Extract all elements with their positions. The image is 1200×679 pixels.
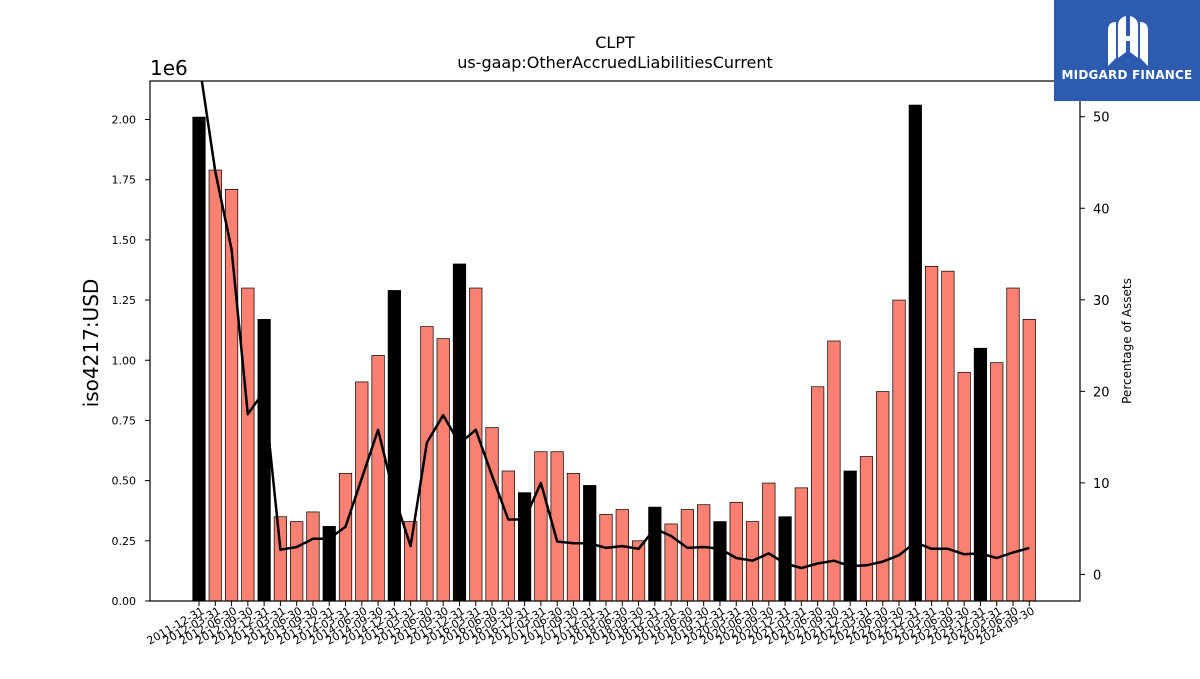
bar-quarter xyxy=(892,299,906,601)
axes-group: 0.00 0.25 0.50 0.75 1.00 1.25 1.50 1.75 2.00 0 10 2… xyxy=(112,80,1110,648)
bar-annual xyxy=(192,116,206,601)
y2-axis-label: Percentage of Assets xyxy=(1120,278,1134,404)
y-tick-label: 0.00 xyxy=(112,595,137,608)
bar-annual xyxy=(713,521,727,601)
bar-quarter xyxy=(290,521,304,601)
bar-quarter xyxy=(241,287,255,601)
bar-annual xyxy=(257,318,271,601)
y2-tick-label: 30 xyxy=(1093,294,1110,309)
bar-quarter xyxy=(941,270,955,601)
y2-tick-label: 20 xyxy=(1093,385,1110,400)
bar-quarter xyxy=(924,266,939,601)
y-axis-label: iso4217:USD xyxy=(79,279,103,408)
bar-quarter xyxy=(273,516,287,601)
y2-tick-label: 40 xyxy=(1093,202,1110,217)
brand-name: MIDGARD FINANCE xyxy=(1061,68,1193,82)
y-tick-label: 0.75 xyxy=(112,414,137,427)
bar-quarter xyxy=(371,355,385,601)
bar-quarter xyxy=(306,511,320,601)
brand-logo: MIDGARD FINANCE xyxy=(1054,0,1200,101)
percentage-line xyxy=(200,81,1030,570)
bar-quarter xyxy=(550,451,564,601)
bar-quarter xyxy=(631,540,646,601)
y2-tick-label: 0 xyxy=(1093,568,1101,583)
bar-quarter xyxy=(827,340,841,601)
bar-quarter xyxy=(794,487,808,601)
y-tick-label: 1.50 xyxy=(112,234,137,247)
bar-quarter xyxy=(990,362,1004,601)
y2-tick-label: 50 xyxy=(1093,111,1110,126)
bar-quarter xyxy=(534,451,548,601)
bar-quarter xyxy=(859,456,874,601)
bar-quarter xyxy=(729,501,743,601)
bar-quarter xyxy=(957,371,971,601)
bar-quarter xyxy=(762,482,776,601)
plot-frame xyxy=(149,80,1081,602)
bar-quarter xyxy=(355,381,369,601)
bar-quarter xyxy=(697,504,711,601)
bar-quarter xyxy=(615,509,629,601)
bar-annual xyxy=(452,263,467,601)
bar-quarter xyxy=(1022,318,1036,601)
bar-quarter xyxy=(599,513,613,601)
bar-quarter xyxy=(338,473,353,601)
bar-annual xyxy=(908,104,922,601)
bar-annual xyxy=(843,470,857,601)
bar-quarter xyxy=(420,326,434,601)
bar-quarter xyxy=(436,338,450,601)
y-tick-label: 1.00 xyxy=(112,354,137,367)
bar-annual xyxy=(778,516,792,601)
bar-quarter xyxy=(208,169,222,601)
bar-annual xyxy=(648,506,662,601)
bar-quarter xyxy=(680,509,695,601)
midgard-logo-icon xyxy=(1108,16,1148,66)
bar-quarter xyxy=(566,473,581,601)
y-tick-label: 0.25 xyxy=(112,535,137,548)
y-tick-label: 1.25 xyxy=(112,294,137,307)
chart-subtitle: us-gaap:OtherAccruedLiabilitiesCurrent xyxy=(457,53,773,72)
y-axis-scale-label: 1e6 xyxy=(150,56,188,80)
bar-annual xyxy=(387,290,401,601)
y-tick-label: 0.50 xyxy=(112,475,137,488)
bar-quarter xyxy=(1006,287,1020,601)
bar-quarter xyxy=(485,427,499,601)
bar-quarter xyxy=(811,386,825,601)
bar-quarter xyxy=(501,470,515,601)
bar-quarter xyxy=(876,391,890,601)
bar-annual xyxy=(973,347,988,601)
chart-title: CLPT xyxy=(595,33,635,52)
y-tick-label: 1.75 xyxy=(112,174,137,187)
y-tick-label: 2.00 xyxy=(112,114,137,127)
y2-tick-label: 10 xyxy=(1093,477,1110,492)
bars-group xyxy=(192,104,1036,601)
